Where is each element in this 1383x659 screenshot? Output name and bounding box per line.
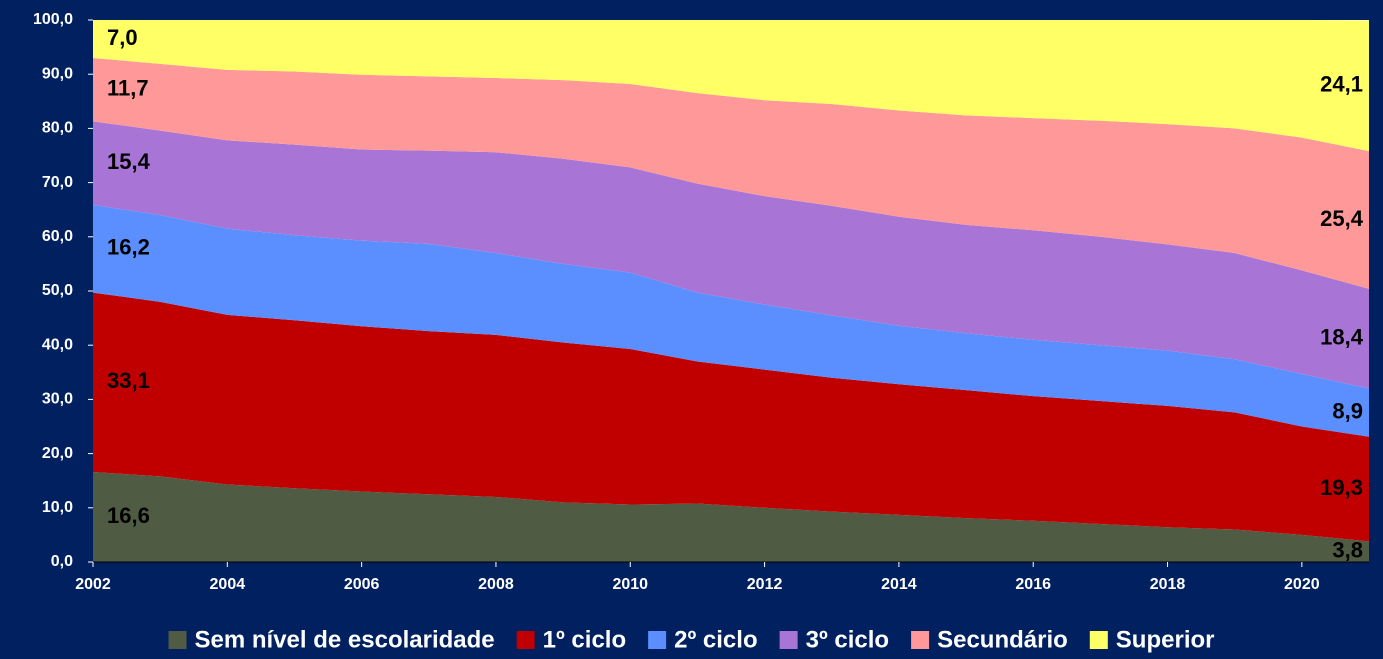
y-tick-label: 80,0 bbox=[42, 120, 73, 137]
data-label: 7,0 bbox=[107, 25, 138, 50]
legend-label: Secundário bbox=[937, 626, 1068, 653]
area bbox=[93, 57, 1369, 289]
y-tick-label: 40,0 bbox=[42, 336, 73, 353]
x-tick-label: 2002 bbox=[75, 576, 111, 593]
data-label: 11,7 bbox=[107, 75, 149, 100]
y-tick-label: 10,0 bbox=[42, 499, 73, 516]
data-label: 18,4 bbox=[1320, 325, 1364, 350]
x-tick-label: 2018 bbox=[1150, 576, 1186, 593]
x-tick-label: 2010 bbox=[612, 576, 648, 593]
y-tick-label: 70,0 bbox=[42, 174, 73, 191]
data-label: 24,1 bbox=[1320, 72, 1363, 97]
x-tick-label: 2014 bbox=[881, 576, 917, 593]
legend-label: Sem nível de escolaridade bbox=[195, 626, 495, 653]
legend-label: 2º ciclo bbox=[674, 626, 757, 653]
area bbox=[93, 121, 1369, 389]
data-label: 25,4 bbox=[1320, 206, 1364, 231]
data-label: 8,9 bbox=[1332, 398, 1363, 423]
y-tick-label: 60,0 bbox=[42, 228, 73, 245]
y-tick-label: 100,0 bbox=[33, 11, 73, 28]
y-tick-label: 90,0 bbox=[42, 65, 73, 82]
area bbox=[93, 20, 1369, 152]
x-tick-label: 2012 bbox=[747, 576, 783, 593]
legend-label: Superior bbox=[1116, 626, 1215, 653]
y-tick-label: 50,0 bbox=[42, 282, 73, 299]
legend-swatch bbox=[1089, 631, 1108, 649]
data-label: 16,6 bbox=[107, 503, 150, 528]
x-tick-label: 2016 bbox=[1015, 576, 1051, 593]
y-tick-label: 20,0 bbox=[42, 445, 73, 462]
area bbox=[93, 292, 1369, 542]
x-tick-label: 2004 bbox=[210, 576, 246, 593]
area bbox=[93, 204, 1369, 437]
data-label: 19,3 bbox=[1320, 475, 1363, 500]
data-label: 3,8 bbox=[1332, 538, 1363, 563]
area bbox=[93, 472, 1369, 562]
legend-swatch bbox=[779, 631, 798, 649]
y-tick-label: 30,0 bbox=[42, 391, 73, 408]
legend-swatch bbox=[516, 631, 535, 649]
legend-label: 3º ciclo bbox=[806, 626, 889, 653]
y-tick-label: 0,0 bbox=[51, 553, 73, 570]
legend-label: 1º ciclo bbox=[543, 626, 626, 653]
legend-swatch bbox=[168, 631, 187, 649]
legend-swatch bbox=[648, 631, 667, 649]
data-label: 15,4 bbox=[107, 149, 151, 174]
x-tick-label: 2020 bbox=[1284, 576, 1320, 593]
data-label: 33,1 bbox=[107, 368, 150, 393]
x-tick-label: 2006 bbox=[344, 576, 380, 593]
legend-swatch bbox=[911, 631, 930, 649]
x-tick-label: 2008 bbox=[478, 576, 514, 593]
data-label: 16,2 bbox=[107, 235, 150, 260]
